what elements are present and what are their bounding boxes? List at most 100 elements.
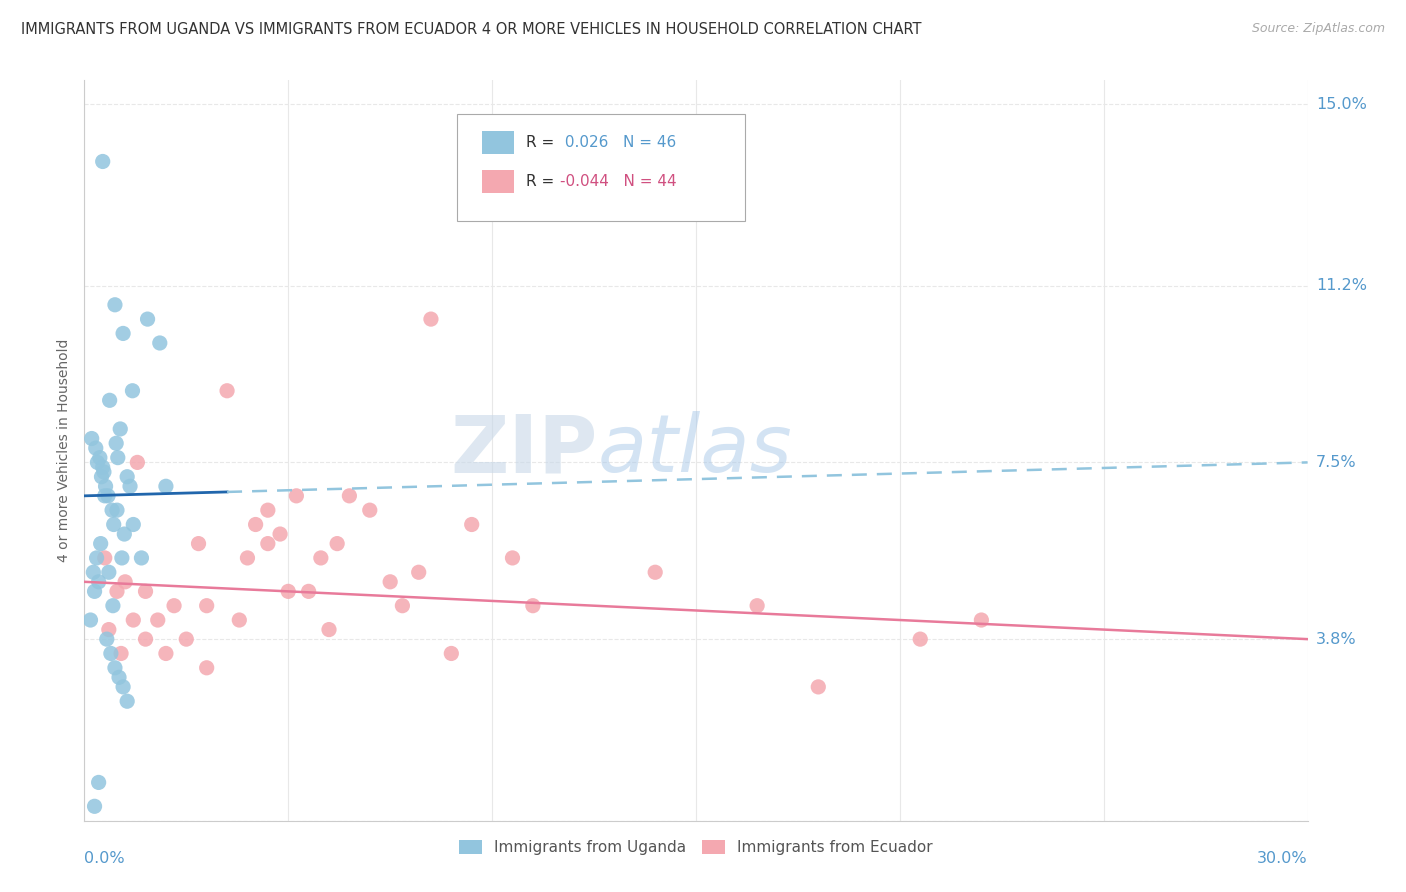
Point bbox=[90, 536, 112, 550]
Point bbox=[104, 298, 127, 312]
Text: 11.2%: 11.2% bbox=[1316, 278, 1367, 293]
Point bbox=[522, 599, 544, 613]
Point bbox=[257, 536, 280, 550]
Text: 0.026   N = 46: 0.026 N = 46 bbox=[560, 135, 676, 150]
Point bbox=[84, 441, 107, 455]
Text: 7.5%: 7.5% bbox=[1316, 455, 1357, 470]
Point bbox=[91, 154, 114, 169]
Text: 0.0%: 0.0% bbox=[84, 851, 125, 866]
Point bbox=[105, 584, 128, 599]
Point bbox=[111, 550, 134, 565]
Point bbox=[187, 536, 209, 550]
Point bbox=[100, 647, 122, 661]
Point bbox=[79, 613, 101, 627]
Point bbox=[112, 680, 135, 694]
Text: R =: R = bbox=[526, 174, 560, 189]
Point bbox=[103, 517, 125, 532]
Point bbox=[114, 574, 136, 589]
Point bbox=[236, 550, 259, 565]
Point bbox=[228, 613, 250, 627]
Point bbox=[86, 550, 108, 565]
Point bbox=[110, 422, 132, 436]
Point bbox=[217, 384, 239, 398]
Point bbox=[391, 599, 413, 613]
Point bbox=[277, 584, 299, 599]
Point bbox=[298, 584, 321, 599]
FancyBboxPatch shape bbox=[482, 131, 513, 153]
Point bbox=[155, 479, 177, 493]
Point bbox=[105, 436, 128, 450]
Point bbox=[285, 489, 308, 503]
Point bbox=[339, 489, 361, 503]
Point bbox=[107, 450, 129, 465]
Point bbox=[131, 550, 153, 565]
Point bbox=[115, 694, 138, 708]
Point bbox=[122, 613, 145, 627]
Point bbox=[115, 469, 138, 483]
Point bbox=[440, 647, 463, 661]
Point bbox=[121, 384, 143, 398]
Point bbox=[101, 503, 124, 517]
Text: atlas: atlas bbox=[598, 411, 793, 490]
Point bbox=[195, 599, 218, 613]
Point bbox=[420, 312, 443, 326]
Point bbox=[97, 623, 120, 637]
Point bbox=[502, 550, 524, 565]
Point bbox=[257, 503, 280, 517]
Point bbox=[408, 566, 430, 580]
Point bbox=[318, 623, 340, 637]
Point bbox=[94, 479, 117, 493]
Y-axis label: 4 or more Vehicles in Household: 4 or more Vehicles in Household bbox=[58, 339, 72, 562]
Point bbox=[149, 336, 172, 351]
Point bbox=[86, 455, 108, 469]
Point bbox=[195, 661, 218, 675]
Text: IMMIGRANTS FROM UGANDA VS IMMIGRANTS FROM ECUADOR 4 OR MORE VEHICLES IN HOUSEHOL: IMMIGRANTS FROM UGANDA VS IMMIGRANTS FRO… bbox=[21, 22, 921, 37]
FancyBboxPatch shape bbox=[457, 113, 745, 221]
Point bbox=[380, 574, 402, 589]
Text: -0.044   N = 44: -0.044 N = 44 bbox=[560, 174, 676, 189]
Point bbox=[93, 465, 115, 479]
Point bbox=[970, 613, 993, 627]
Point bbox=[163, 599, 186, 613]
Text: 15.0%: 15.0% bbox=[1316, 96, 1367, 112]
Point bbox=[155, 647, 177, 661]
Legend: Immigrants from Uganda, Immigrants from Ecuador: Immigrants from Uganda, Immigrants from … bbox=[453, 834, 939, 861]
Point bbox=[136, 312, 159, 326]
Point bbox=[93, 550, 115, 565]
Point bbox=[110, 647, 132, 661]
Text: 3.8%: 3.8% bbox=[1316, 632, 1357, 647]
Point bbox=[326, 536, 349, 550]
Point bbox=[97, 566, 120, 580]
Point bbox=[644, 566, 666, 580]
Point bbox=[97, 489, 120, 503]
Point bbox=[83, 584, 105, 599]
Point bbox=[112, 326, 135, 341]
Point bbox=[122, 517, 145, 532]
Point bbox=[269, 527, 291, 541]
Point bbox=[118, 479, 141, 493]
Text: R =: R = bbox=[526, 135, 560, 150]
Point bbox=[80, 432, 103, 446]
Point bbox=[98, 393, 121, 408]
Point bbox=[83, 799, 105, 814]
Point bbox=[245, 517, 267, 532]
Point bbox=[127, 455, 149, 469]
Point bbox=[105, 503, 128, 517]
Point bbox=[135, 584, 157, 599]
Text: Source: ZipAtlas.com: Source: ZipAtlas.com bbox=[1251, 22, 1385, 36]
FancyBboxPatch shape bbox=[482, 170, 513, 193]
Point bbox=[89, 450, 111, 465]
Point bbox=[90, 469, 112, 483]
Text: 30.0%: 30.0% bbox=[1257, 851, 1308, 866]
Point bbox=[309, 550, 332, 565]
Point bbox=[87, 574, 110, 589]
Point bbox=[93, 489, 115, 503]
Point bbox=[359, 503, 381, 517]
Point bbox=[87, 775, 110, 789]
Point bbox=[135, 632, 157, 647]
Point bbox=[461, 517, 484, 532]
Point bbox=[104, 661, 127, 675]
Point bbox=[96, 632, 118, 647]
Point bbox=[112, 527, 135, 541]
Point bbox=[807, 680, 830, 694]
